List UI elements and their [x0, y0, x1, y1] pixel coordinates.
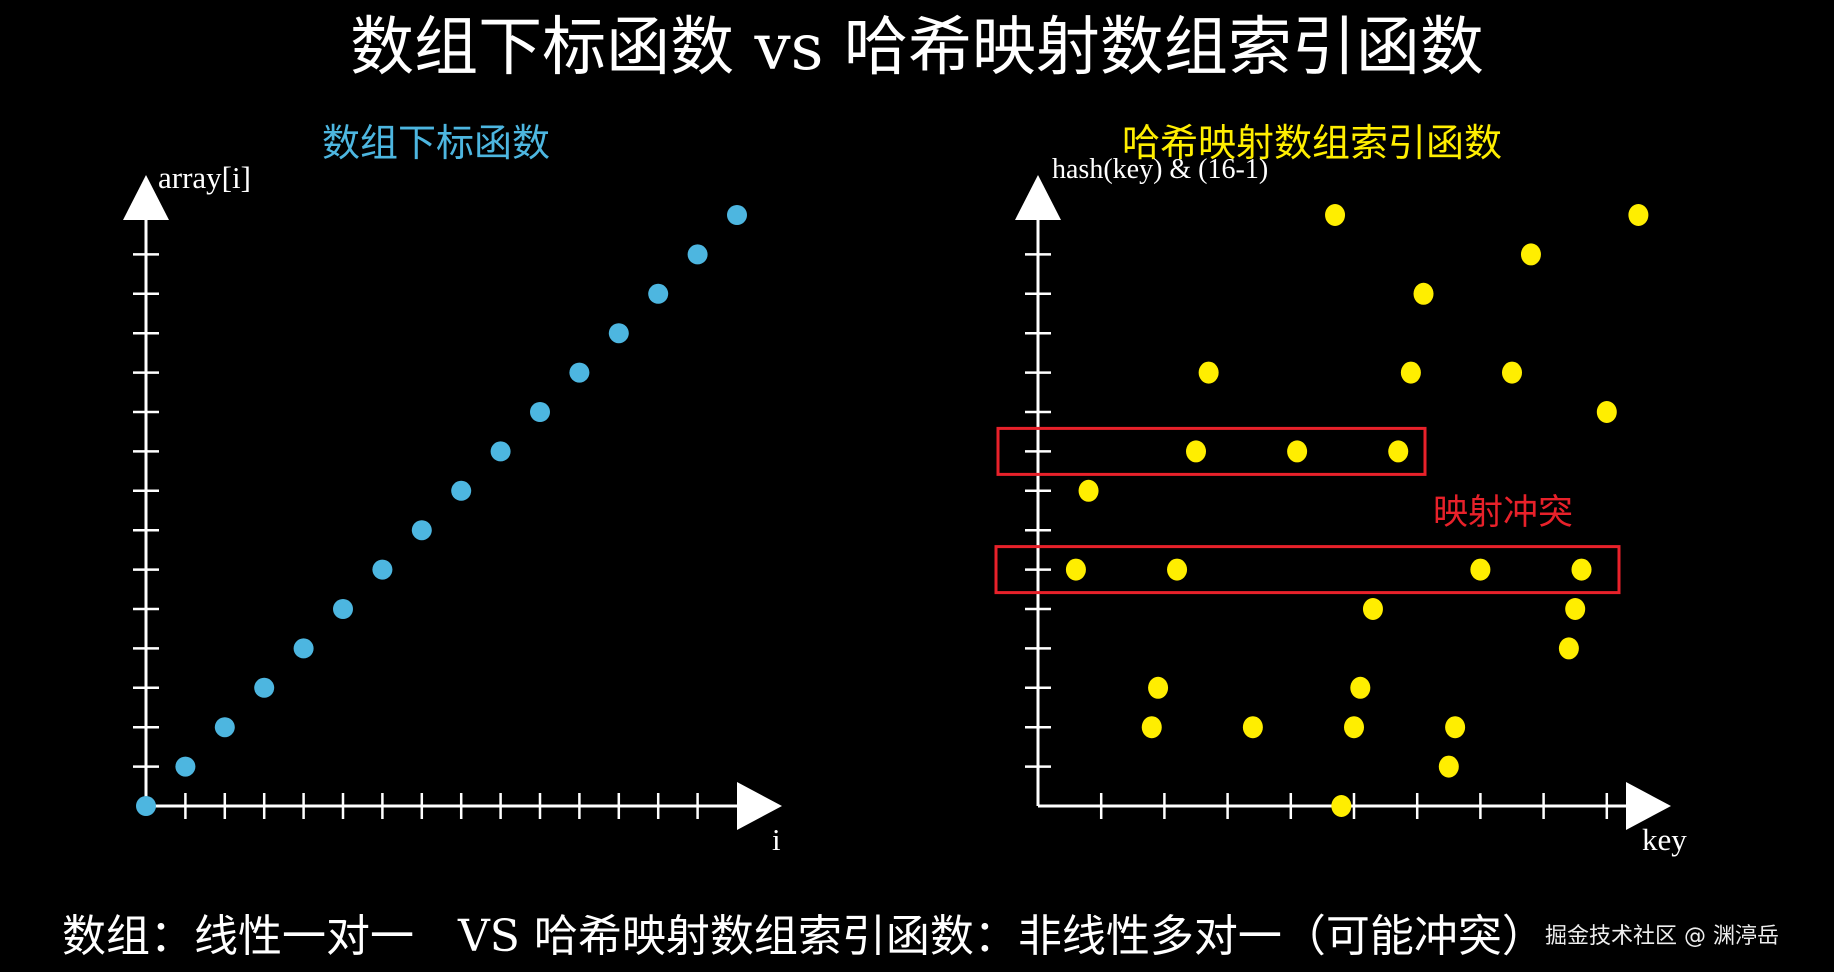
- right-x-arrow-icon: [1626, 782, 1671, 830]
- left-y-axis-label: array[i]: [158, 160, 251, 195]
- right-data-point: [1141, 716, 1162, 739]
- left-data-point: [687, 244, 708, 265]
- right-data-point: [1565, 598, 1586, 620]
- bottom-caption: 数组：线性一对一 VS 哈希映射数组索引函数：非线性多对一（可能冲突）: [62, 911, 1546, 962]
- right-data-point: [1438, 755, 1459, 778]
- right-data-point: [1350, 676, 1371, 699]
- left-y-arrow-icon: [123, 175, 169, 220]
- collision-box: [994, 545, 1621, 595]
- right-y-axis-label: hash(key) & (16-1): [1052, 154, 1269, 185]
- right-data-point: [1520, 243, 1541, 266]
- left-data-point: [411, 520, 432, 541]
- left-x-axis-label: i: [772, 822, 781, 857]
- left-data-point: [175, 756, 196, 777]
- right-data-point: [1362, 598, 1383, 620]
- right-data-point: [1186, 440, 1206, 463]
- right-data-point: [1558, 637, 1579, 660]
- right-data-point: [1596, 401, 1617, 423]
- left-data-point: [648, 283, 669, 304]
- right-data-point: [1470, 558, 1491, 581]
- right-x-axis-label: key: [1642, 822, 1687, 857]
- left-x-arrow-icon: [737, 782, 782, 830]
- left-data-point: [608, 323, 629, 344]
- left-data-point: [451, 480, 472, 501]
- main-title: 数组下标函数 vs 哈希映射数组索引函数: [350, 11, 1484, 85]
- left-data-point: [333, 599, 353, 619]
- right-data-point: [1331, 795, 1352, 817]
- right-data-point: [1065, 558, 1086, 581]
- right-data-point: [1400, 361, 1421, 384]
- left-data-point: [254, 677, 275, 698]
- left-chart-title: 数组下标函数: [322, 121, 551, 165]
- left-data-point: [727, 205, 747, 225]
- right-data-point: [1078, 479, 1099, 502]
- right-data-point: [1167, 558, 1188, 581]
- right-data-point: [1571, 558, 1592, 581]
- right-data-point: [1325, 204, 1346, 226]
- left-data-point: [530, 402, 550, 422]
- left-data-point: [293, 638, 314, 659]
- right-data-point: [1445, 716, 1466, 739]
- right-data-point: [1198, 361, 1219, 384]
- right-data-point: [1287, 440, 1308, 463]
- right-data-point: [1388, 440, 1409, 463]
- left-data-point: [490, 441, 511, 462]
- right-data-point: [1413, 282, 1434, 305]
- collision-box: [996, 426, 1427, 476]
- left-data-point: [569, 362, 590, 383]
- left-data-point: [136, 796, 156, 816]
- right-data-point: [1242, 716, 1263, 739]
- right-chart-title: 哈希映射数组索引函数: [1122, 121, 1503, 165]
- collision-label: 映射冲突: [1433, 493, 1574, 533]
- right-data-point: [1148, 676, 1169, 699]
- right-data-point: [1344, 716, 1364, 739]
- watermark: 掘金技术社区 @ 渊渟岳: [1545, 924, 1779, 949]
- right-data-point: [1628, 204, 1649, 226]
- left-data-point: [214, 717, 235, 738]
- right-data-point: [1502, 361, 1522, 384]
- right-y-arrow-icon: [1015, 175, 1061, 220]
- left-data-point: [372, 559, 393, 580]
